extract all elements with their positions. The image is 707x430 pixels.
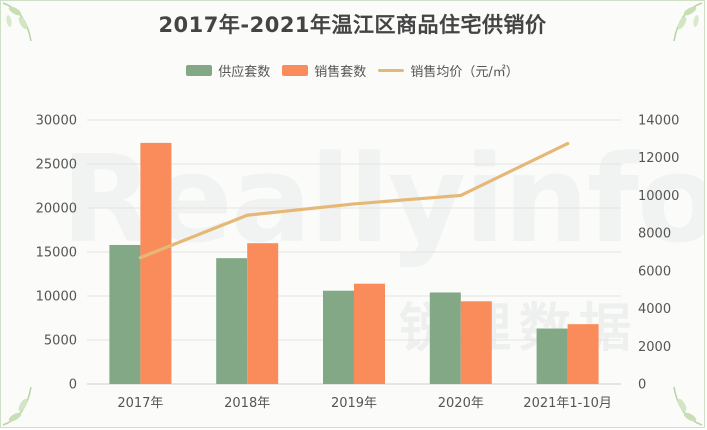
point-price bbox=[566, 141, 570, 146]
legend-label-sales: 销售套数 bbox=[314, 64, 367, 80]
legend-label-supply: 供应套数 bbox=[218, 64, 271, 80]
legend-item-sales[interactable]: 销售套数 bbox=[282, 61, 366, 80]
bar-sales bbox=[354, 283, 385, 384]
legend-item-supply[interactable]: 供应套数 bbox=[186, 61, 270, 80]
y-right-tick-label: 2000 bbox=[638, 340, 671, 355]
x-tick-label: 2017年 bbox=[117, 396, 163, 411]
legend-label-price: 销售均价（元/㎡） bbox=[410, 64, 519, 80]
chart-legend: 供应套数 销售套数 销售均价（元/㎡） bbox=[1, 60, 704, 80]
chart-title: 2017年-2021年温江区商品住宅供销价 bbox=[158, 13, 547, 37]
bar-sales bbox=[140, 142, 172, 384]
bar-supply bbox=[429, 292, 461, 384]
bar-sales bbox=[460, 301, 492, 384]
bar-sales bbox=[247, 243, 279, 384]
y-left-tick-label: 30000 bbox=[36, 114, 77, 129]
y-right-tick-label: 10000 bbox=[638, 189, 679, 204]
y-left-tick-label: 0 bbox=[69, 378, 77, 393]
x-tick-label: 2019年 bbox=[331, 396, 377, 411]
y-right-tick-label: 0 bbox=[638, 378, 646, 393]
x-tick-label: 2021年1-10月 bbox=[523, 396, 612, 411]
y-left-tick-label: 15000 bbox=[36, 246, 77, 261]
y-right-tick-label: 14000 bbox=[638, 114, 679, 129]
y-right-tick-label: 4000 bbox=[638, 302, 671, 317]
point-price bbox=[138, 256, 142, 260]
bar-sales bbox=[567, 324, 599, 384]
point-price bbox=[459, 193, 463, 198]
legend-item-price[interactable]: 销售均价（元/㎡） bbox=[378, 61, 519, 80]
y-right-tick-label: 8000 bbox=[638, 227, 671, 242]
bar-supply bbox=[109, 244, 141, 384]
y-left-tick-label: 5000 bbox=[44, 334, 77, 349]
legend-swatch-supply bbox=[186, 64, 213, 76]
line-price bbox=[138, 141, 570, 260]
bar-supply bbox=[536, 328, 568, 384]
x-tick-label: 2018年 bbox=[224, 396, 270, 411]
legend-swatch-price bbox=[378, 68, 405, 72]
point-price bbox=[352, 202, 356, 206]
y-right-tick-label: 12000 bbox=[638, 151, 679, 166]
x-tick-label: 2020年 bbox=[438, 396, 484, 411]
bar-supply bbox=[216, 258, 248, 384]
y-left-tick-label: 25000 bbox=[36, 158, 77, 173]
y-left-tick-label: 20000 bbox=[36, 202, 77, 217]
y-right-tick-label: 6000 bbox=[638, 264, 671, 279]
bar-supply bbox=[323, 290, 354, 384]
y-left-tick-label: 10000 bbox=[36, 290, 77, 305]
point-price bbox=[245, 213, 249, 217]
legend-swatch-sales bbox=[282, 64, 309, 76]
